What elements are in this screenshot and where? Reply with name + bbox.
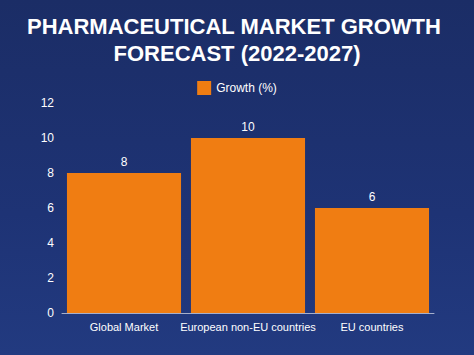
svg-text:Global Market: Global Market	[90, 321, 158, 333]
svg-text:10: 10	[41, 131, 55, 145]
svg-text:8: 8	[47, 166, 54, 180]
svg-text:Growth (%): Growth (%)	[216, 81, 277, 95]
svg-text:10: 10	[241, 120, 255, 134]
svg-text:FORECAST (2022-2027): FORECAST (2022-2027)	[114, 41, 361, 66]
svg-text:2: 2	[47, 271, 54, 285]
svg-text:6: 6	[369, 190, 376, 204]
svg-text:0: 0	[47, 306, 54, 320]
svg-text:4: 4	[47, 236, 54, 250]
svg-text:PHARMACEUTICAL MARKET GROWTH: PHARMACEUTICAL MARKET GROWTH	[27, 14, 447, 39]
svg-text:European non-EU countries: European non-EU countries	[180, 321, 316, 333]
svg-text:12: 12	[41, 96, 55, 110]
svg-text:EU countries: EU countries	[341, 321, 404, 333]
svg-text:6: 6	[47, 201, 54, 215]
svg-text:8: 8	[121, 155, 128, 169]
